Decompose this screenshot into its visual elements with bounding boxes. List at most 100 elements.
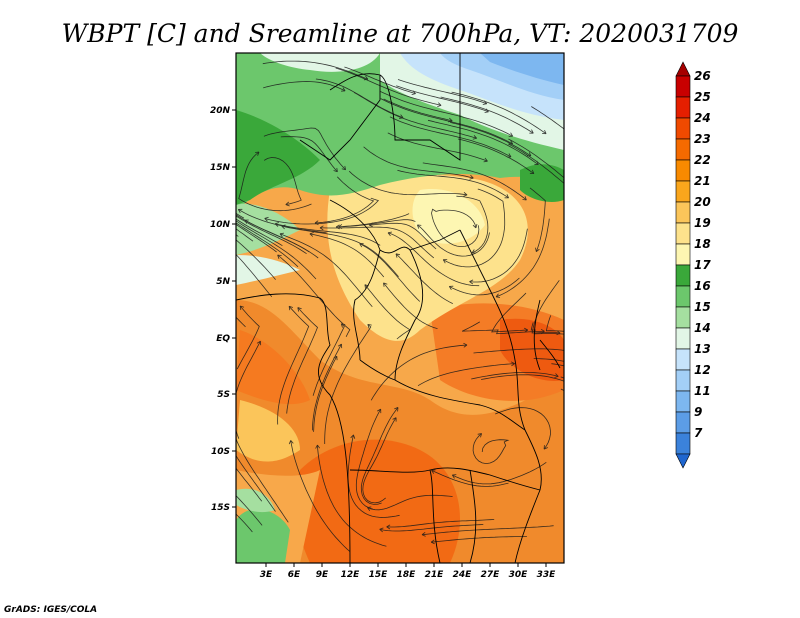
streamline	[508, 138, 564, 179]
colorbar-label: 22	[694, 153, 711, 167]
streamline-arrow	[288, 440, 294, 445]
streamline-arrow	[264, 216, 269, 222]
streamline-arrow	[567, 130, 571, 134]
streamline-arrow	[288, 305, 294, 311]
streamline	[533, 358, 564, 362]
streamline	[495, 407, 551, 450]
streamline	[443, 188, 506, 268]
streamline-arrow	[230, 225, 234, 229]
streamline	[263, 127, 346, 171]
streamline	[264, 197, 380, 225]
lon-tick-label: 27E	[481, 570, 501, 580]
colorbar-label: 17	[694, 258, 711, 272]
streamline-arrow	[319, 225, 324, 231]
streamline	[238, 151, 312, 212]
streamline	[236, 454, 276, 512]
streamline-arrow	[297, 307, 302, 312]
colorbar-swatch	[675, 75, 691, 98]
streamline-arrow	[239, 305, 245, 311]
streamline	[355, 408, 382, 510]
streamline-arrow	[256, 340, 262, 346]
lon-tick: 15E	[369, 563, 388, 580]
streamline	[263, 81, 346, 92]
streamline	[315, 78, 404, 119]
colorbar-swatch	[675, 222, 691, 245]
lat-tick: 15N	[210, 163, 236, 173]
streamline-arrow	[309, 232, 314, 237]
streamline-arrow	[237, 208, 243, 214]
streamline-arrow	[565, 349, 569, 353]
streamline	[386, 519, 495, 528]
streamline	[481, 374, 564, 382]
lat-tick: 10S	[211, 447, 236, 457]
streamline	[313, 356, 338, 432]
streamline-arrow	[472, 223, 478, 229]
streamline	[449, 277, 520, 296]
streamline-arrow	[231, 426, 235, 430]
streamline	[317, 444, 387, 547]
streamline	[469, 228, 528, 283]
streamline-arrow	[230, 490, 234, 494]
colorbar-label: 24	[694, 111, 711, 125]
streamline	[427, 119, 539, 165]
colorbar-label: 19	[694, 216, 711, 230]
streamline	[281, 225, 399, 278]
streamline	[545, 315, 564, 332]
country-borders	[236, 53, 561, 563]
streamline	[236, 253, 273, 298]
streamline-arrow	[508, 140, 514, 145]
lat-tick-label: 10S	[211, 447, 230, 457]
streamline	[431, 470, 509, 487]
lon-tick: 18E	[397, 563, 417, 580]
lon-tick: 12E	[341, 563, 360, 580]
streamline-arrow	[437, 102, 442, 107]
streamline	[236, 234, 239, 237]
streamline	[362, 417, 397, 504]
streamline	[395, 253, 453, 304]
streamline	[338, 213, 410, 228]
streamline	[461, 321, 545, 335]
streamline	[236, 437, 289, 523]
streamline-arrow	[230, 248, 234, 252]
streamline-arrow	[230, 210, 234, 214]
lat-tick: 10N	[210, 220, 236, 230]
streamline	[370, 344, 468, 401]
streamline	[277, 306, 310, 425]
colorbar-swatch	[675, 348, 691, 371]
streamline	[560, 388, 564, 391]
map-title: WBPT [C] and Sreamline at 700hPa, VT: 20…	[62, 19, 739, 48]
streamline-arrow	[421, 531, 426, 537]
streamline	[452, 461, 547, 485]
streamline-arrow	[542, 129, 547, 135]
lat-tick: EQ	[216, 334, 236, 344]
streamline	[236, 218, 283, 247]
streamline-arrow	[231, 215, 235, 219]
streamline	[379, 524, 484, 532]
colorbar-swatch	[675, 327, 691, 350]
streamline	[286, 307, 318, 414]
lon-tick-label: 18E	[397, 570, 417, 580]
lat-tick-label: 5S	[217, 390, 230, 400]
streamline-arrow	[529, 129, 534, 134]
streamline	[279, 233, 373, 308]
streamline-arrow	[463, 191, 468, 197]
streamline	[236, 212, 245, 219]
streamline	[422, 162, 527, 201]
streamline-arrow	[564, 376, 568, 380]
lat-tick-label: 15N	[210, 163, 231, 173]
colorbar-label: 14	[694, 321, 711, 335]
lon-tick-label: 3E	[260, 570, 273, 580]
streamline-arrow	[411, 90, 416, 95]
streamline	[236, 341, 261, 439]
streamline-arrow	[231, 509, 235, 513]
lat-tick-label: 5N	[216, 277, 230, 287]
streamline-arrow	[350, 434, 356, 439]
streamline	[369, 222, 437, 250]
streamline	[364, 284, 411, 340]
streamline-arrow	[522, 196, 527, 201]
colorbar-label: 13	[694, 342, 711, 356]
streamline-arrow	[477, 433, 482, 438]
streamline-arrow	[567, 381, 571, 385]
colorbar-swatch	[675, 306, 691, 329]
